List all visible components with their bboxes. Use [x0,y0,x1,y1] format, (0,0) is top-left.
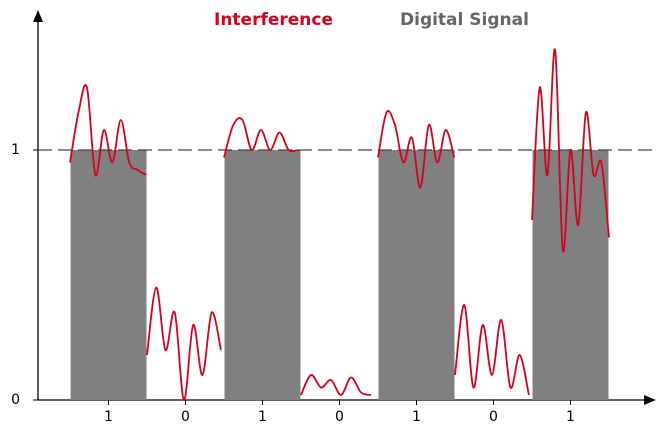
x-tick-label: 0 [335,409,344,425]
x-tick-label: 1 [104,409,113,425]
legend-label: Interference [214,10,333,30]
bar [224,150,301,400]
interference-line [69,48,610,401]
x-axis-arrow [644,395,656,405]
x-tick-label: 1 [566,409,575,425]
legend-label: Digital Signal [400,10,529,30]
x-tick-label: 0 [181,409,190,425]
x-tick-label: 1 [412,409,421,425]
x-tick-label: 1 [258,409,267,425]
bar [532,150,609,400]
bar [378,150,455,400]
bar [70,150,147,400]
y-tick-label: 1 [11,142,20,158]
x-tick-label: 0 [489,409,498,425]
y-axis-arrow [33,10,43,22]
y-tick-label: 0 [11,392,20,408]
